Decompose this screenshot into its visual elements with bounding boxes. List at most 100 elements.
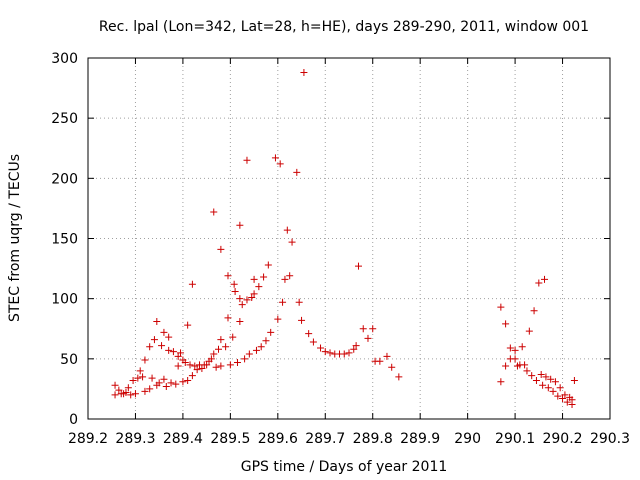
data-point (167, 379, 175, 387)
data-point (276, 160, 284, 168)
data-point (542, 373, 550, 381)
data-point (286, 272, 294, 280)
data-point (136, 367, 144, 375)
data-point (111, 381, 119, 389)
data-point (160, 375, 168, 383)
y-tick-label: 200 (51, 171, 78, 187)
data-point (198, 364, 206, 372)
data-point (300, 68, 308, 76)
data-point (539, 381, 547, 389)
y-tick-label: 150 (51, 232, 78, 248)
data-point (283, 226, 291, 234)
data-point (521, 361, 529, 369)
y-tick-label: 50 (60, 352, 78, 368)
data-point (556, 384, 564, 392)
data-point (309, 338, 317, 346)
data-point (511, 355, 519, 363)
data-point (554, 392, 562, 400)
data-point (124, 384, 132, 392)
data-point (122, 389, 130, 397)
data-point (274, 315, 282, 323)
data-point (141, 356, 149, 364)
data-point (549, 387, 557, 395)
data-point (532, 376, 540, 384)
data-point (281, 275, 289, 283)
data-point (210, 350, 218, 358)
data-point (153, 318, 161, 326)
data-point (295, 298, 303, 306)
data-point (568, 396, 576, 404)
data-point (174, 352, 182, 360)
data-point (352, 342, 360, 350)
data-point (525, 327, 533, 335)
data-point (326, 349, 334, 357)
data-point (502, 362, 510, 370)
data-point (497, 378, 505, 386)
data-point (127, 391, 135, 399)
data-point (229, 333, 237, 341)
data-point (155, 379, 163, 387)
data-point (224, 272, 232, 280)
data-point (238, 301, 246, 309)
data-point (267, 328, 275, 336)
data-point (369, 325, 377, 333)
data-point (260, 273, 268, 281)
data-point (184, 376, 192, 384)
data-point (172, 380, 180, 388)
data-point (497, 303, 505, 311)
data-point (271, 154, 279, 162)
data-point (537, 370, 545, 378)
data-point (226, 361, 234, 369)
data-point (528, 372, 536, 380)
data-point (279, 298, 287, 306)
data-point (523, 367, 531, 375)
data-point (395, 373, 403, 381)
data-point (146, 343, 154, 351)
data-point (222, 343, 230, 351)
y-axis-label: STEC from uqrg / TECUs (7, 154, 23, 322)
x-tick-label: 289.2 (68, 431, 108, 447)
data-point (354, 262, 362, 270)
x-tick-label: 289.9 (400, 431, 440, 447)
data-point (250, 275, 258, 283)
data-point (293, 168, 301, 176)
data-point (184, 321, 192, 329)
x-tick-label: 290.1 (495, 431, 535, 447)
data-point (241, 355, 249, 363)
data-point (559, 395, 567, 403)
data-point (217, 245, 225, 253)
data-point (388, 363, 396, 371)
data-point (321, 348, 329, 356)
data-point (179, 378, 187, 386)
data-point (169, 348, 177, 356)
data-point (340, 350, 348, 358)
data-point (146, 385, 154, 393)
data-point (186, 361, 194, 369)
data-point (252, 346, 260, 354)
data-point (236, 221, 244, 229)
data-point (502, 320, 510, 328)
data-point (203, 361, 211, 369)
data-point (359, 325, 367, 333)
data-point (317, 344, 325, 352)
data-point (191, 362, 199, 370)
data-point (551, 378, 559, 386)
data-point (224, 314, 232, 322)
data-point (262, 337, 270, 345)
data-point (230, 280, 238, 288)
data-point (177, 349, 185, 357)
data-point (134, 374, 142, 382)
data-point (255, 283, 263, 291)
data-point (383, 352, 391, 360)
data-point (188, 280, 196, 288)
data-point (364, 334, 372, 342)
data-point (250, 290, 258, 298)
data-point (547, 375, 555, 383)
data-point (115, 386, 123, 394)
data-point (236, 318, 244, 326)
data-point (518, 343, 526, 351)
data-point (298, 316, 306, 324)
y-tick-label: 0 (69, 412, 78, 428)
data-point (288, 238, 296, 246)
